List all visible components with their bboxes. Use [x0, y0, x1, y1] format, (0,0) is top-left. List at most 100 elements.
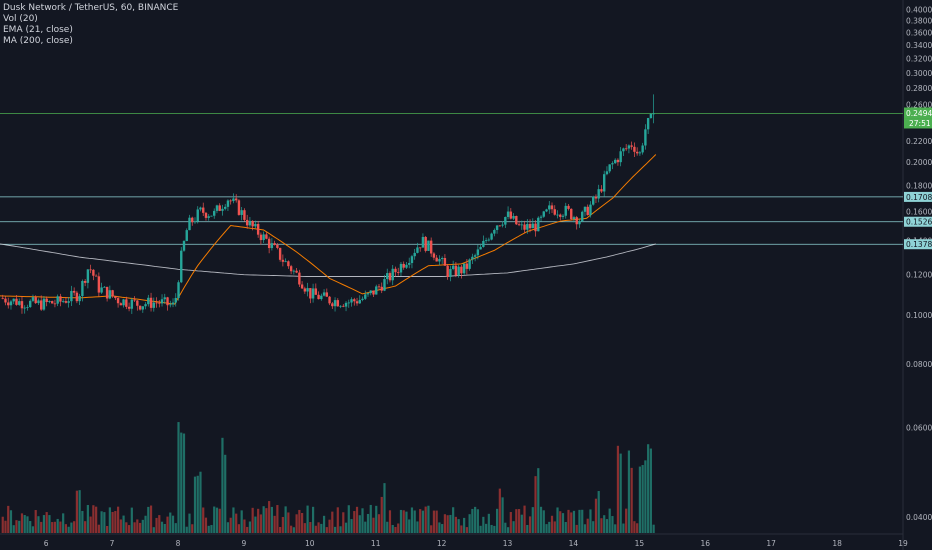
- volume-bar: [490, 524, 493, 533]
- candle-body: [333, 300, 337, 307]
- volume-bar: [435, 510, 438, 533]
- candle-body: [166, 297, 169, 306]
- level-price-tag: [904, 239, 932, 250]
- candle-body: [254, 223, 257, 227]
- volume-bar: [158, 515, 161, 533]
- volume-bar: [369, 504, 372, 533]
- candle-body: [119, 303, 123, 306]
- candle-body: [72, 290, 76, 293]
- candle-body: [251, 220, 254, 227]
- volume-bar: [427, 505, 430, 533]
- volume-bar: [204, 517, 208, 533]
- candle-body: [375, 286, 378, 295]
- volume-bar: [248, 521, 252, 533]
- legend-ma-indicator[interactable]: MA (200, close): [3, 36, 73, 46]
- candle-body: [278, 247, 282, 260]
- volume-bar: [331, 511, 334, 533]
- candle-body: [641, 145, 644, 153]
- volume-bar: [581, 509, 584, 533]
- candle-body: [408, 263, 411, 265]
- candle-body: [259, 234, 263, 241]
- candle-body: [517, 224, 521, 226]
- candle-body: [487, 239, 491, 241]
- candle-body: [410, 256, 414, 264]
- volume-bar: [509, 512, 512, 533]
- volume-bar: [372, 517, 375, 533]
- candle-body: [75, 292, 79, 302]
- legend-volume-indicator[interactable]: Vol (20): [3, 14, 38, 24]
- candle-body: [281, 259, 285, 262]
- candle-body: [561, 215, 565, 217]
- volume-bar: [86, 505, 89, 533]
- candle-body: [31, 297, 35, 301]
- volume-bar: [240, 510, 243, 533]
- volume-bar: [498, 488, 501, 533]
- candle-body: [317, 294, 320, 300]
- candle-body: [416, 247, 419, 253]
- volume-bar: [570, 512, 573, 533]
- volume-bar: [45, 512, 48, 533]
- candle-body: [42, 298, 46, 310]
- volume-bar: [408, 519, 411, 533]
- candle-body: [284, 261, 287, 263]
- candle-body: [482, 240, 485, 247]
- candle-body: [613, 159, 617, 164]
- volume-bar: [465, 527, 468, 533]
- candle-body: [347, 302, 350, 304]
- candle-body: [344, 302, 348, 307]
- candle-body: [34, 297, 37, 304]
- candle-body: [550, 205, 554, 210]
- candle-body: [512, 215, 515, 219]
- volume-bar: [336, 507, 339, 533]
- candle-body: [646, 118, 650, 130]
- last-price-tag: [904, 107, 932, 119]
- candle-body: [624, 148, 628, 150]
- volume-bar: [62, 513, 65, 533]
- candle-body: [611, 163, 614, 165]
- candle-body: [48, 301, 51, 303]
- candle-body: [116, 298, 120, 304]
- candle-body: [446, 265, 449, 277]
- volume-bar: [619, 453, 622, 533]
- candle-body: [67, 301, 70, 303]
- volume-bar: [399, 509, 403, 533]
- candle-body: [605, 171, 609, 175]
- candle-body: [298, 272, 301, 285]
- volume-bar: [468, 514, 471, 533]
- volume-bar: [608, 508, 611, 533]
- candle-body: [92, 269, 95, 276]
- countdown-tag: [904, 118, 932, 129]
- volume-bar: [235, 513, 238, 533]
- volume-bar: [317, 522, 320, 533]
- volume-bar: [383, 483, 386, 533]
- candle-body: [12, 298, 15, 302]
- volume-bar: [559, 511, 562, 533]
- volume-bar: [550, 515, 554, 533]
- volume-bar: [284, 506, 287, 533]
- level-price-label: 0.1526: [906, 218, 932, 227]
- volume-bar: [556, 507, 559, 533]
- volume-bar: [64, 524, 68, 533]
- candle-body: [224, 206, 227, 209]
- volume-bar: [103, 512, 106, 533]
- candle-body: [589, 204, 592, 216]
- volume-bar: [441, 524, 444, 533]
- volume-bar: [303, 523, 306, 533]
- candle-body: [89, 269, 92, 271]
- candle-body: [314, 288, 318, 295]
- candle-body: [202, 207, 205, 213]
- time-axis-tick: 7: [110, 539, 115, 548]
- candle-body: [182, 241, 186, 251]
- volume-bar: [270, 506, 273, 533]
- volume-bar: [73, 521, 76, 533]
- candle-body: [171, 302, 175, 305]
- volume-bar: [147, 506, 150, 533]
- candle-body: [328, 296, 331, 304]
- candle-body: [432, 253, 436, 258]
- last-price-label: 0.2494: [906, 109, 932, 118]
- legend-ema-indicator[interactable]: EMA (21, close): [3, 25, 73, 35]
- volume-bar: [1, 516, 4, 533]
- candle-body: [237, 200, 241, 215]
- candle-body: [627, 145, 631, 149]
